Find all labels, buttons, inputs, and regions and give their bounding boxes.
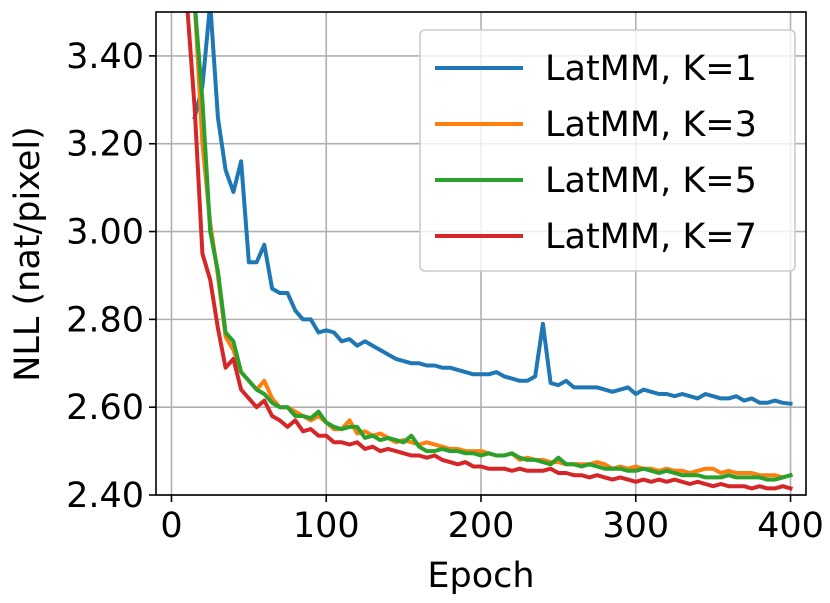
x-axis-label: Epoch: [427, 556, 534, 596]
series-line-k7: [185, 12, 793, 491]
x-tick-label: 400: [757, 506, 824, 546]
series-line-k5: [193, 12, 793, 482]
axis-ticks: 0 100 200 300 400 2.40 2.60 2.80 3.00 3.20 3.40: [66, 37, 824, 546]
x-tick-label: 300: [602, 506, 669, 546]
y-tick-label: 3.20: [66, 125, 144, 165]
legend-label: LatMM, K=1: [545, 49, 757, 89]
legend-label: LatMM, K=3: [545, 105, 757, 145]
x-tick-label: 0: [160, 506, 182, 546]
legend-label: LatMM, K=7: [545, 217, 757, 257]
series-lines: [185, 12, 793, 491]
y-axis-label: NLL (nat/pixel): [8, 126, 48, 382]
series-line-k1: [192, 12, 793, 406]
legend-box: [419, 29, 796, 272]
y-tick-label: 2.80: [66, 300, 144, 340]
x-tick-label: 100: [293, 506, 360, 546]
y-tick-label: 2.60: [66, 388, 144, 428]
legend-label: LatMM, K=5: [545, 161, 757, 201]
legend: LatMM, K=1 LatMM, K=3 LatMM, K=5 LatMM, K=7: [419, 29, 796, 272]
y-tick-label: 3.40: [66, 37, 144, 77]
y-tick-label: 2.40: [66, 476, 144, 516]
y-tick-label: 3.00: [66, 213, 144, 253]
x-tick-label: 200: [448, 506, 515, 546]
